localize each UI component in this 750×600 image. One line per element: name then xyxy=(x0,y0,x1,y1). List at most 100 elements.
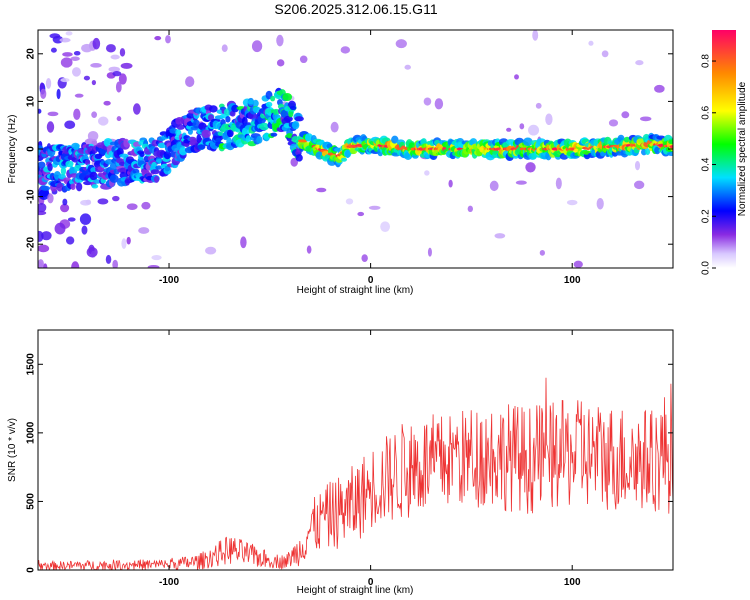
spectrogram-noise-cell xyxy=(138,227,150,234)
spectrogram-peak-cell xyxy=(298,139,308,143)
spectrogram-noise-cell xyxy=(47,111,59,117)
spectrogram-noise-cell xyxy=(276,34,284,47)
spectrogram-signal-cell xyxy=(270,95,276,102)
colorbar-tick-label: 0.4 xyxy=(701,157,712,171)
spectrogram-noise-cell xyxy=(380,221,391,233)
spectrogram-noise-cell xyxy=(40,88,47,100)
spectrogram-noise-cell xyxy=(276,59,285,67)
spectrogram-signal-cell xyxy=(187,128,193,135)
snr-y-tick-label: 1500 xyxy=(26,353,37,376)
colorbar-tick-label: 0.8 xyxy=(701,54,712,68)
spectrogram-noise-cell xyxy=(306,245,312,254)
spectrogram-noise-cell xyxy=(105,44,116,53)
spectrogram-noise-cell xyxy=(555,177,562,190)
spectrogram-noise-cell xyxy=(59,37,71,43)
spectrogram-noise-cell xyxy=(73,108,81,120)
spectrogram-signal-cell xyxy=(209,105,218,113)
spectrogram-noise-cell xyxy=(38,108,42,114)
spectrogram-signal-cell xyxy=(294,116,304,122)
spectrogram-signal-cell xyxy=(153,175,160,183)
spectrogram-noise-cell xyxy=(601,50,609,58)
spectrogram-noise-cell xyxy=(110,54,120,60)
spectrogram-signal-cell xyxy=(192,119,201,129)
spectrogram-noise-cell xyxy=(532,30,539,41)
spectrogram-noise-cell xyxy=(434,98,444,110)
spectrogram-noise-cell xyxy=(154,35,162,41)
snr-x-tick-label: -100 xyxy=(159,577,179,588)
spectrogram-noise-cell xyxy=(147,264,160,268)
spectrogram-signal-cell xyxy=(231,104,240,113)
spectrogram-signal-cell xyxy=(70,183,76,191)
spectrogram-noise-cell xyxy=(525,162,536,173)
spectrogram-signal-cell xyxy=(89,171,98,181)
spectrogram-signal-cell xyxy=(60,166,67,176)
spectrogram-noise-cell xyxy=(81,225,88,235)
spectrogram-noise-cell xyxy=(514,74,519,80)
spectrogram-y-tick-label: 20 xyxy=(26,48,37,60)
spectrogram-noise-cell xyxy=(151,254,162,261)
spectrogram-noise-cell xyxy=(115,81,122,93)
spectrogram-signal-cell xyxy=(150,169,161,175)
spectrogram-y-tick-label: 10 xyxy=(26,95,37,107)
spectrogram-signal-cell xyxy=(123,138,130,148)
spectrogram-noise-cell xyxy=(108,66,121,73)
spectrogram-noise-cell xyxy=(566,199,578,206)
snr-x-tick-label: 100 xyxy=(564,577,581,588)
spectrogram-peak-cell xyxy=(669,145,673,149)
snr-background xyxy=(38,330,673,570)
spectrogram-signal-cell xyxy=(288,110,294,118)
spectrogram-noise-cell xyxy=(299,55,308,64)
spectrogram-signal-cell xyxy=(245,135,252,143)
spectrogram-noise-cell xyxy=(41,231,52,241)
spectrogram-noise-cell xyxy=(528,124,540,136)
spectrogram-noise-cell xyxy=(340,46,351,54)
spectrogram-noise-cell xyxy=(141,201,151,210)
spectrogram-noise-cell xyxy=(80,199,92,206)
spectrogram-signal-cell xyxy=(340,157,348,162)
spectrogram-signal-cell xyxy=(259,122,270,131)
spectrogram-noise-cell xyxy=(357,211,365,217)
snr-y-tick-label: 1000 xyxy=(26,421,37,444)
spectrogram-noise-cell xyxy=(38,259,44,268)
spectrogram-noise-cell xyxy=(118,73,127,85)
spectrogram-noise-cell xyxy=(47,193,54,204)
spectrogram-noise-cell xyxy=(38,202,47,213)
spectrogram-signal-cell xyxy=(270,132,278,137)
spectrogram-noise-cell xyxy=(535,102,542,109)
spectrogram-noise-cell xyxy=(639,116,652,122)
spectrogram-noise-cell xyxy=(116,116,122,122)
spectrogram-signal-cell xyxy=(197,144,206,150)
spectrogram-noise-cell xyxy=(126,203,138,211)
spectrogram-noise-cell xyxy=(361,254,368,263)
spectrogram-noise-cell xyxy=(70,56,80,61)
spectrogram-noise-cell xyxy=(588,40,594,46)
spectrogram-noise-cell xyxy=(38,189,50,200)
spectrogram-noise-cell xyxy=(126,236,131,245)
spectrogram-noise-cell xyxy=(506,127,512,132)
spectrogram-signal-cell xyxy=(217,131,224,136)
spectrogram-y-tick-label: -10 xyxy=(26,189,37,204)
spectrogram-signal-cell xyxy=(176,124,185,130)
spectrogram-noise-cell xyxy=(368,205,381,210)
spectrogram-signal-cell xyxy=(201,129,211,139)
spectrogram-noise-cell xyxy=(73,51,81,56)
spectrogram-signal-cell xyxy=(247,99,255,105)
spectrogram-signal-cell xyxy=(103,137,113,147)
spectrogram-noise-cell xyxy=(423,97,432,106)
spectrogram-noise-cell xyxy=(515,180,527,185)
spectrogram-noise-cell xyxy=(45,77,52,89)
spectrogram-noise-cell xyxy=(608,119,619,127)
colorbar-tick-label: 0.6 xyxy=(701,105,712,119)
spectrogram-signal-cell xyxy=(280,109,289,119)
colorbar-tick-label: 0.2 xyxy=(701,209,712,223)
spectrogram-noise-cell xyxy=(67,217,76,222)
colorbar-ticks: 0.0 0.2 0.4 0.6 0.8 xyxy=(701,54,716,275)
spectrogram-signal-cell xyxy=(40,185,51,191)
spectrogram-noise-cell xyxy=(46,121,55,133)
spectrogram-noise-cell xyxy=(519,123,525,130)
spectrogram-noise-cell xyxy=(83,75,90,81)
spectrogram-noise-cell xyxy=(86,246,98,258)
